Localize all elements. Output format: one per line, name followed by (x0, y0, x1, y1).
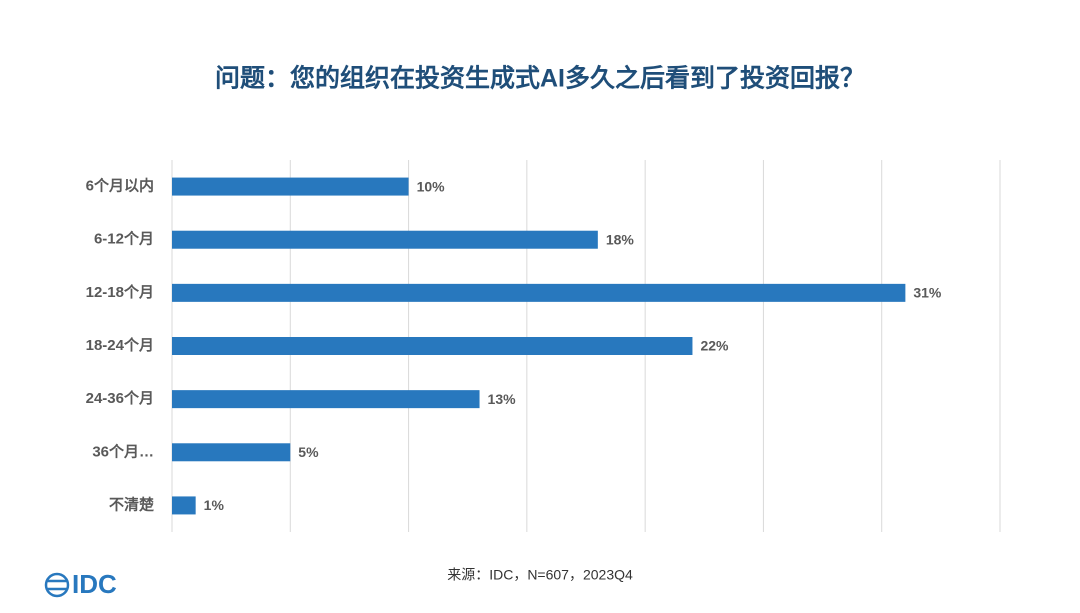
y-tick-label: 18-24个月 (86, 336, 154, 354)
logo-icon (44, 572, 70, 598)
value-label: 10% (417, 178, 446, 194)
bar (172, 230, 598, 249)
y-tick-label: 6-12个月 (94, 230, 154, 248)
source-note: 来源：IDC，N=607，2023Q4 (447, 567, 633, 583)
chart-title: 问题：您的组织在投资生成式AI多久之后看到了投资回报？ (215, 64, 865, 93)
bar (172, 177, 409, 196)
value-label: 31% (913, 285, 942, 301)
bar (172, 443, 291, 462)
bar (172, 283, 906, 302)
y-tick-label: 6个月以内 (86, 177, 154, 195)
y-tick-label: 12-18个月 (86, 283, 154, 301)
value-label: 5% (298, 444, 319, 460)
bar (172, 390, 480, 409)
logo-text: IDC (72, 569, 117, 599)
y-tick-label: 36个月… (92, 442, 154, 460)
value-label: 22% (700, 338, 729, 354)
y-tick-label: 24-36个月 (86, 389, 154, 407)
value-label: 13% (488, 391, 517, 407)
bar (172, 337, 693, 355)
y-tick-label: 不清楚 (109, 495, 155, 513)
value-label: 1% (204, 497, 225, 513)
bar (172, 496, 196, 515)
value-label: 18% (606, 231, 635, 247)
